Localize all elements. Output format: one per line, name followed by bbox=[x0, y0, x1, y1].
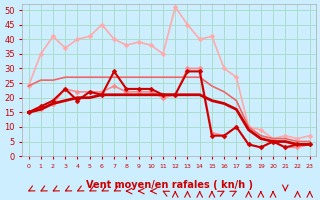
X-axis label: Vent moyen/en rafales ( kn/h ): Vent moyen/en rafales ( kn/h ) bbox=[86, 180, 252, 190]
